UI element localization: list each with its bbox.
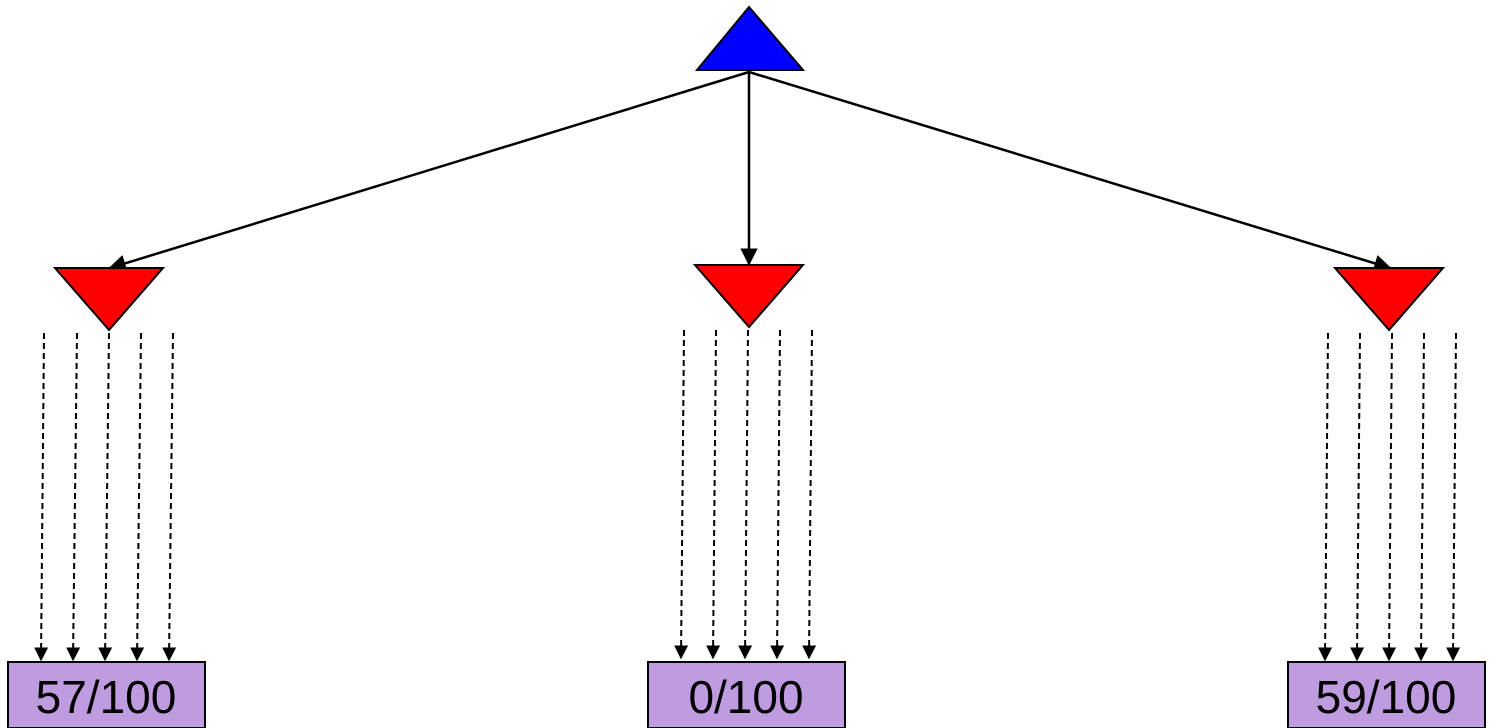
leaf-result-left: 57/100: [7, 661, 206, 728]
sample-arrow: [34, 332, 49, 662]
sample-arrow: [1382, 332, 1397, 662]
leaf-result-label: 0/100: [688, 671, 803, 723]
sample-arrow: [1414, 332, 1429, 662]
child-node-middle: [692, 264, 806, 329]
leaf-result-label: 59/100: [1316, 671, 1457, 723]
child-node-left: [52, 267, 166, 332]
sample-arrow: [770, 329, 785, 660]
root-node: [694, 5, 806, 71]
edge-root-to-right: [748, 70, 1392, 272]
leaf-result-middle: 0/100: [647, 661, 846, 728]
sample-arrow: [130, 332, 145, 662]
edge-root-to-left: [108, 70, 750, 272]
child-node-right: [1332, 267, 1446, 332]
leaf-result-label: 57/100: [36, 671, 177, 723]
sample-arrow: [802, 329, 817, 660]
sample-arrow: [738, 329, 753, 660]
sample-arrow: [1446, 332, 1461, 662]
sample-arrow: [1350, 332, 1365, 662]
sample-arrow: [1318, 332, 1333, 662]
sample-arrow: [674, 329, 689, 660]
sample-arrow: [706, 329, 721, 660]
sample-arrow: [66, 332, 81, 662]
sample-arrow: [162, 332, 177, 662]
leaf-result-right: 59/100: [1287, 661, 1486, 728]
sample-arrow: [98, 332, 113, 662]
